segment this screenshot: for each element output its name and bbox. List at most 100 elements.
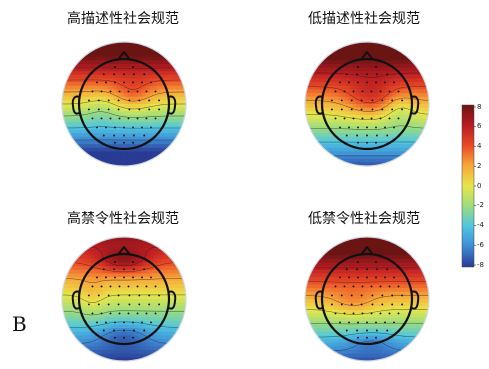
electrode-dot: [386, 134, 389, 137]
colorbar-tick-label: 6: [477, 122, 482, 131]
electrode-dots: [87, 261, 161, 339]
electrode-dot: [339, 126, 341, 129]
electrode-dot: [127, 312, 130, 315]
left-ear-outline: [314, 95, 323, 115]
electrode-dot: [350, 108, 353, 111]
topomap-low-descriptive: [304, 41, 430, 167]
electrode-dot: [118, 312, 121, 315]
nose-outline: [117, 51, 131, 61]
electrode-dot: [357, 261, 359, 264]
electrode-dot: [132, 268, 135, 271]
electrode-dot: [357, 81, 359, 84]
electrode-dot: [105, 321, 107, 324]
electrode-dot: [388, 285, 391, 288]
electrode-dot: [150, 81, 152, 84]
electrode-dot: [123, 336, 125, 339]
electrode-dot: [375, 73, 378, 76]
electrode-dot: [100, 117, 103, 120]
electrode-dot: [334, 90, 337, 93]
electrode-dot: [339, 276, 341, 279]
nose-outline: [117, 246, 131, 256]
electrode-dot: [370, 117, 373, 120]
electrode-dot: [141, 126, 143, 129]
electrode-dot: [379, 285, 382, 288]
electrode-dot: [379, 117, 382, 120]
electrode-dot: [371, 108, 374, 111]
electrode-dot: [141, 81, 143, 84]
electrode-dot: [109, 285, 112, 288]
topomap-rim: [61, 41, 187, 167]
electrode-dot: [343, 117, 346, 120]
electrode-dot: [87, 294, 90, 297]
electrode-dot: [350, 99, 353, 102]
electrode-dot: [357, 141, 359, 144]
electrode-dot: [143, 329, 146, 332]
electrode-dot: [102, 329, 105, 332]
electrode-dot: [350, 294, 353, 297]
electrode-dot: [366, 126, 368, 129]
colorbar-gradient: [461, 104, 475, 268]
colorbar-tick-label: 0: [477, 181, 482, 190]
electrode-dot: [360, 108, 363, 111]
electrode-dot: [360, 303, 363, 306]
electrode-dot: [339, 81, 341, 84]
electrode-dot: [345, 268, 348, 271]
electrode-dot: [128, 294, 131, 297]
electrode-dot: [138, 294, 141, 297]
electrode-dot: [118, 117, 121, 120]
electrode-dot: [348, 321, 350, 324]
head-outline: [77, 57, 171, 151]
electrode-dot: [366, 81, 368, 84]
electrode-dot: [100, 285, 103, 288]
electrode-dot: [148, 294, 151, 297]
nose-outline: [360, 246, 374, 256]
electrode-dot: [397, 90, 400, 93]
electrode-dot: [391, 108, 394, 111]
electrode-dots: [330, 66, 404, 144]
electrode-dot: [150, 276, 152, 279]
electrode-dot: [91, 117, 94, 120]
right-ear-outline: [168, 95, 177, 115]
electrode-dot: [128, 303, 131, 306]
electrode-dot: [393, 126, 395, 129]
electrode-dot: [401, 294, 404, 297]
electrode-dot: [370, 90, 373, 93]
electrode-dot: [330, 303, 333, 306]
electrode-dot: [109, 312, 112, 315]
electrode-dot: [114, 321, 116, 324]
electrode-dot: [340, 99, 343, 102]
head-outline: [77, 252, 171, 346]
electrode-dot: [138, 108, 141, 111]
electrode-dot: [397, 312, 400, 315]
electrode-dot: [370, 312, 373, 315]
topomap-rim: [61, 236, 187, 362]
electrode-dot: [361, 285, 364, 288]
electrode-dot: [123, 81, 125, 84]
electrode-dot: [366, 321, 368, 324]
electrode-dot: [371, 303, 374, 306]
electrode-dot: [158, 108, 161, 111]
electrode-dot: [154, 90, 157, 93]
electrode-dot: [386, 329, 389, 332]
electrode-dot: [334, 285, 337, 288]
colorbar-tick-label: -2: [477, 201, 484, 210]
electrode-dot: [154, 312, 157, 315]
electrode-dot: [117, 303, 120, 306]
electrode-dot: [352, 90, 355, 93]
colorbar-tick-label: -4: [477, 221, 484, 229]
electrode-dot: [357, 126, 359, 129]
electrode-dot: [148, 108, 151, 111]
electrode-dot: [375, 134, 378, 137]
electrode-dot: [109, 90, 112, 93]
electrode-dot: [348, 81, 350, 84]
electrode-dot: [401, 99, 404, 102]
electrode-dot: [150, 321, 152, 324]
electrode-dot: [366, 336, 368, 339]
electrode-dot: [350, 303, 353, 306]
electrode-dot: [371, 99, 374, 102]
electrode-dot: [128, 108, 131, 111]
electrode-dot: [330, 294, 333, 297]
electrode-dot: [357, 336, 359, 339]
colorbar-tick-label: -8: [477, 260, 484, 269]
electrode-dot: [143, 134, 146, 137]
